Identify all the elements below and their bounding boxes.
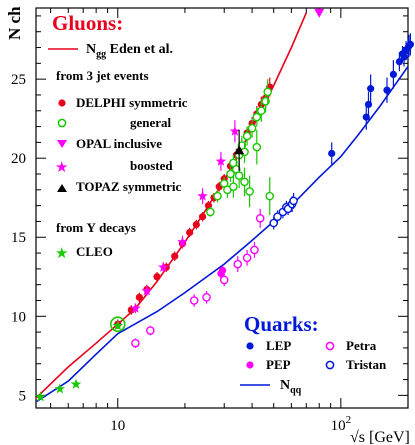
y-tick-label: 5 — [19, 388, 27, 404]
data-point — [130, 302, 141, 313]
data-point — [215, 155, 227, 166]
data-point — [189, 296, 199, 305]
data-point — [213, 191, 222, 201]
data-point — [177, 236, 188, 247]
data-point — [328, 149, 336, 158]
data-point — [206, 207, 215, 217]
data-point — [242, 253, 252, 263]
legend-general-label: general — [130, 115, 172, 130]
data-point — [289, 196, 298, 206]
x-tick-label: 10 — [110, 418, 125, 434]
data-point — [171, 252, 179, 260]
data-point — [389, 70, 397, 79]
data-point — [255, 213, 265, 223]
data-point — [234, 145, 245, 155]
data-point — [226, 169, 235, 179]
data-point — [141, 285, 153, 296]
data-point — [242, 131, 252, 141]
quark-curve — [36, 66, 408, 403]
data-point — [229, 125, 241, 136]
legend-general-marker — [57, 118, 67, 128]
legend-topaz-label: TOPAZ symmetric — [76, 179, 182, 194]
legend-cleo-label: CLEO — [76, 244, 113, 259]
data-point — [252, 112, 262, 122]
data-point — [35, 391, 46, 402]
data-point — [314, 8, 325, 18]
legend-opal-marker — [57, 140, 67, 148]
data-point — [250, 245, 259, 255]
data-point — [202, 293, 211, 302]
data-point — [218, 266, 227, 275]
legend-opal-label: OPAL inclusive — [76, 136, 162, 151]
data-point — [112, 320, 123, 331]
x-tick-label: 102 — [331, 414, 352, 434]
data-point — [240, 177, 249, 187]
data-point — [257, 106, 266, 116]
y-tick-label: 10 — [11, 309, 26, 325]
data-point — [233, 259, 243, 269]
quark-legend: Quarks: LEP PEP Petra Tristan Nqq — [240, 312, 387, 396]
data-point — [158, 261, 169, 272]
data-point — [247, 123, 257, 133]
data-point — [252, 142, 262, 152]
gluon-legend: Gluons: Ngg Eden et al. from 3 jet event… — [48, 11, 188, 262]
data-point — [234, 171, 244, 180]
data-point — [367, 85, 375, 93]
legend-petra-label: Petra — [346, 338, 377, 353]
data-point — [186, 228, 194, 237]
quark-legend-line-label: Nqq — [280, 378, 302, 396]
legend-lep-marker — [246, 342, 254, 350]
data-point — [273, 212, 282, 221]
y-tick-label: 25 — [11, 72, 26, 88]
highlight-ring — [109, 316, 126, 333]
data-point — [135, 293, 143, 301]
legend-delphi-marker — [58, 99, 66, 107]
y-tick-label: 20 — [11, 151, 26, 167]
legend-petra-marker — [325, 341, 335, 351]
legend-lep-label: LEP — [266, 338, 291, 353]
legend-topaz-marker — [57, 184, 67, 192]
quark-legend-title: Quarks: — [244, 312, 319, 336]
legend-boosted-marker: ★ — [55, 160, 68, 176]
y-tick-label: 15 — [11, 230, 26, 246]
gluon-legend-group1: from 3 jet events — [56, 68, 149, 83]
data-point — [406, 40, 414, 48]
data-point — [131, 338, 140, 348]
data-point — [192, 221, 200, 229]
plot-frame — [35, 7, 409, 409]
data-point — [245, 187, 254, 196]
legend-cleo-marker: ★ — [55, 246, 68, 262]
legend-tristan-marker — [325, 360, 335, 370]
data-point — [146, 326, 155, 335]
y-axis-label: N ch — [5, 6, 24, 40]
legend-tristan-label: Tristan — [346, 357, 387, 372]
gluon-legend-group2: from Υ decays — [56, 220, 136, 235]
data-points — [35, 8, 414, 402]
data-point — [395, 58, 403, 66]
gluon-legend-title: Gluons: — [52, 11, 123, 35]
legend-pep-label: PEP — [266, 357, 291, 372]
data-point — [383, 86, 391, 94]
data-point — [153, 273, 161, 281]
x-axis-label: √s [GeV] — [350, 429, 410, 445]
data-point — [265, 191, 275, 201]
data-point — [263, 87, 272, 97]
legend-boosted-label: boosted — [130, 158, 173, 173]
legend-pep-marker — [246, 361, 254, 369]
data-point — [197, 190, 208, 201]
legend-delphi-label: DELPHI symmetric — [76, 95, 188, 110]
data-point — [229, 182, 238, 191]
data-point — [70, 378, 82, 389]
data-point — [54, 383, 66, 394]
data-point — [219, 275, 229, 285]
gluon-legend-line-label: Ngg Eden et al. — [86, 42, 173, 60]
data-point — [198, 213, 207, 221]
